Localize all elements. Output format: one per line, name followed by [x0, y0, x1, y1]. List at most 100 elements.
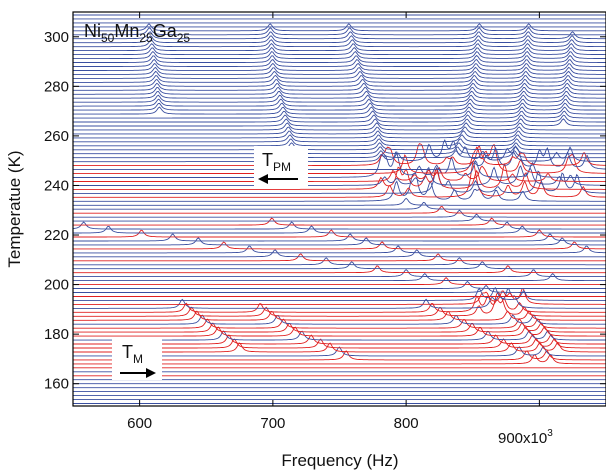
spectrum-trace [73, 27, 606, 36]
spectrum-trace [73, 42, 606, 52]
y-tick-label: 160 [44, 376, 69, 393]
spectrum-trace [73, 58, 606, 67]
plot-frame [72, 11, 606, 407]
spectrum-trace [73, 225, 606, 234]
y-tick-label: 180 [44, 326, 69, 343]
spectrum-trace [73, 257, 606, 266]
t-pm-subscript: PM [273, 160, 291, 174]
y-tick-label: 260 [44, 128, 69, 145]
spectrum-trace [73, 139, 606, 163]
spectrum-trace [73, 94, 606, 103]
spectrum-trace [73, 201, 606, 210]
spectrum-trace [73, 261, 606, 270]
spectrum-trace [73, 82, 606, 91]
spectrum-trace [73, 23, 606, 32]
composition-element-ga: Ga [153, 21, 178, 41]
spectrum-trace [73, 142, 606, 151]
x-tick-label: 700 [260, 415, 285, 432]
spectrum-trace [73, 70, 606, 79]
spectrum-trace [73, 54, 606, 63]
spectrum-trace [73, 165, 606, 182]
spectrum-trace [73, 291, 606, 317]
spectrum-trace [73, 165, 606, 186]
y-tick-label: 220 [44, 227, 69, 244]
t-m-subscript: M [133, 352, 143, 366]
svg-text:TPM: TPM [262, 150, 291, 174]
spectrum-trace [73, 286, 606, 301]
spectrum-trace [73, 35, 606, 44]
spectrum-trace [73, 287, 606, 309]
spectrum-trace [73, 310, 606, 321]
spectrum-trace [73, 245, 606, 254]
y-tick-label: 280 [44, 78, 69, 95]
spectrum-trace [73, 162, 606, 190]
spectrum-trace [73, 39, 606, 48]
spectrum-trace [73, 221, 606, 230]
spectrum-trace [73, 78, 606, 87]
spectrum-trace [73, 145, 606, 171]
spectrum-trace [73, 241, 606, 250]
spectrum-trace [73, 31, 606, 40]
spectrum-trace [73, 146, 606, 155]
composition-element-ni: Ni [84, 21, 101, 41]
t-m-arrow-head [146, 368, 156, 378]
spectrum-trace [73, 229, 606, 238]
spectrum-trace [73, 102, 606, 111]
spectrum-trace [73, 166, 606, 194]
spectrum-trace [73, 47, 606, 56]
composition-label: Ni50Mn25Ga25 [84, 21, 190, 45]
axis-ticks: 600 700 800 160 180 200 220 240 260 280 300 [44, 12, 606, 432]
spectrum-trace [73, 322, 606, 333]
spectrum-trace [73, 237, 606, 246]
spectrum-trace [73, 90, 606, 99]
spectrum-trace [73, 98, 606, 107]
spectrum-trace [73, 272, 606, 282]
spectrum-trace [73, 326, 606, 337]
spectrum-trace [73, 143, 606, 175]
t-pm-letter: T [262, 150, 273, 170]
spectrum-trace [73, 151, 606, 178]
x-multiplier-label: 900x103 [498, 428, 553, 447]
x-axis-label: Frequency (Hz) [281, 451, 398, 470]
composition-sub-mn: 25 [139, 31, 153, 45]
spectrum-trace [73, 126, 606, 135]
spectrum-trace [73, 265, 606, 274]
spectrum-trace [73, 295, 606, 313]
t-pm-arrow-head [258, 174, 268, 184]
spectrum-trace [73, 172, 606, 202]
t-pm-annotation: TPM [254, 146, 308, 188]
spectrum-trace [73, 314, 606, 325]
spectrum-trace [73, 74, 606, 83]
spectrum-trace [73, 249, 606, 258]
composition-sub-ga: 25 [177, 31, 191, 45]
spectrum-trace [73, 197, 606, 206]
x-tick-label: 800 [394, 415, 419, 432]
composition-element-mn: Mn [114, 21, 139, 41]
spectrum-trace [73, 209, 606, 218]
svg-text:TM: TM [122, 342, 143, 366]
spectrum-trace [73, 287, 606, 305]
spectrum-trace [73, 122, 606, 131]
spectrum-trace [73, 134, 606, 143]
t-m-annotation: TM [112, 338, 162, 380]
spectrum-trace [73, 161, 606, 198]
spectrum-trace [73, 318, 606, 329]
spectrum-trace [73, 106, 606, 115]
spectrum-trace [73, 138, 606, 147]
y-tick-label: 240 [44, 177, 69, 194]
spectrum-trace [73, 253, 606, 262]
spectrum-trace [73, 130, 606, 139]
spectrum-trace [73, 205, 606, 214]
spectrum-trace [73, 268, 606, 278]
spectrum-trace [73, 86, 606, 95]
spectrum-trace [73, 217, 606, 226]
spectrum-trace [73, 150, 606, 159]
spectrum-trace [73, 66, 606, 75]
spectrum-trace [73, 110, 606, 119]
t-m-letter: T [122, 342, 133, 362]
y-tick-label: 200 [44, 277, 69, 294]
spectrum-trace [73, 62, 606, 71]
y-axis-label: Temperatue (K) [5, 150, 24, 267]
svg-text:Ni50Mn25Ga25: Ni50Mn25Ga25 [84, 21, 190, 45]
